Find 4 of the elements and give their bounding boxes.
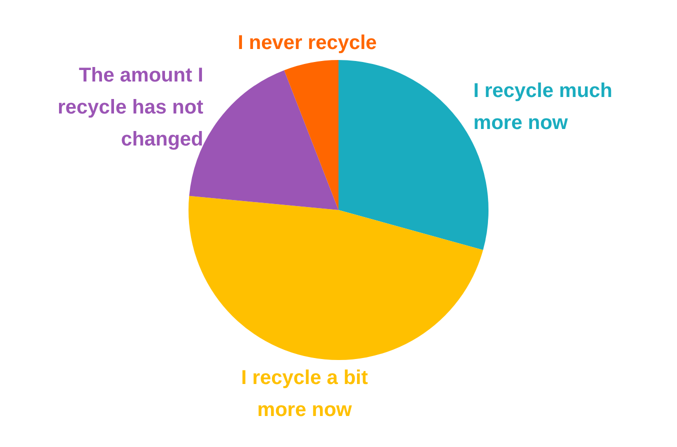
slice-label: I recycle much more now: [473, 80, 612, 134]
slice-label: I recycle a bit more now: [241, 366, 368, 421]
slice-label: I never recycle: [238, 32, 377, 54]
slice-label: The amount I recycle has not changed: [58, 64, 204, 150]
